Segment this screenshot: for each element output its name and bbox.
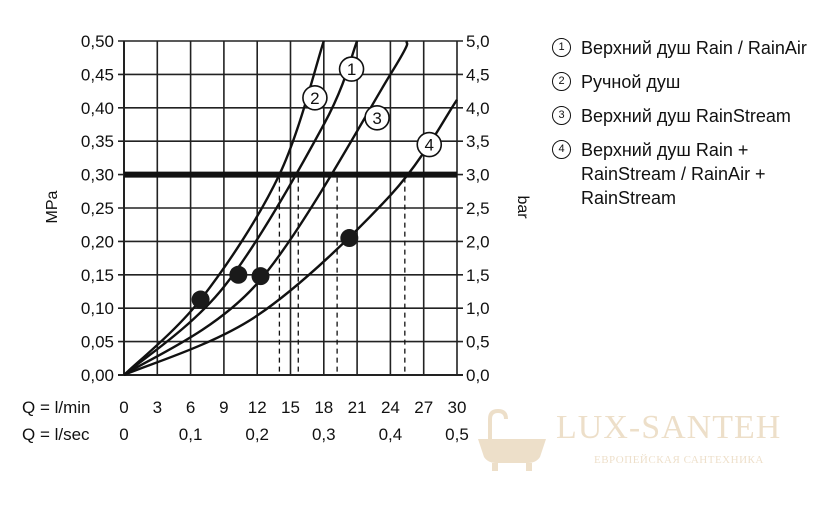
series-badge-4 xyxy=(416,131,443,158)
series-point-2 xyxy=(191,290,210,309)
x-primary-tick-label: 12 xyxy=(248,398,267,417)
series-badge-2 xyxy=(302,84,328,111)
chart-tick-labels: 0,000,050,100,150,200,250,300,350,400,45… xyxy=(81,32,490,444)
legend-label-4: Верхний душ Rain + RainStream / RainAir … xyxy=(581,140,766,208)
series-point-3 xyxy=(251,267,270,286)
left-tick-label: 0,50 xyxy=(81,32,114,51)
x-primary-tick-label: 27 xyxy=(414,398,433,417)
legend-item-1: 1 Верхний душ Rain / RainAir xyxy=(552,36,822,60)
legend-marker-2: 2 xyxy=(552,72,571,91)
left-tick-label: 0,15 xyxy=(81,266,114,285)
series-label-3: 3 xyxy=(372,109,381,128)
left-tick-label: 0,10 xyxy=(81,299,114,318)
x-primary-tick-label: 24 xyxy=(381,398,400,417)
watermark: LUX-SANTEH ЕВРОПЕЙСКАЯ САНТЕХНИКА xyxy=(470,405,830,475)
series-point-1 xyxy=(229,265,248,284)
chart-legend: 1 Верхний душ Rain / RainAir 2 Ручной ду… xyxy=(552,36,822,220)
right-tick-label: 1,5 xyxy=(466,266,490,285)
x-primary-tick-label: 15 xyxy=(281,398,300,417)
x-secondary-tick-label: 0 xyxy=(119,425,128,444)
x-axis-secondary-title: Q = l/sec xyxy=(22,425,90,444)
left-tick-label: 0,30 xyxy=(81,166,114,185)
right-tick-label: 3,5 xyxy=(466,132,490,151)
right-tick-label: 0,0 xyxy=(466,366,490,385)
legend-marker-3: 3 xyxy=(552,106,571,125)
right-tick-label: 3,0 xyxy=(466,166,490,185)
left-tick-label: 0,40 xyxy=(81,99,114,118)
series-label-1: 1 xyxy=(347,60,356,79)
x-primary-tick-label: 6 xyxy=(186,398,195,417)
legend-marker-4: 4 xyxy=(552,140,571,159)
right-tick-label: 1,0 xyxy=(466,299,490,318)
legend-marker-1: 1 xyxy=(552,38,571,57)
x-axis-primary-title: Q = l/min xyxy=(22,398,91,417)
chart-curves: 1 2 3 4 xyxy=(123,40,458,377)
series-badge-3 xyxy=(364,105,390,131)
right-tick-label: 4,0 xyxy=(466,99,490,118)
x-secondary-tick-label: 0,5 xyxy=(445,425,469,444)
x-primary-tick-label: 0 xyxy=(119,398,128,417)
x-secondary-tick-label: 0,2 xyxy=(245,425,269,444)
x-primary-tick-label: 9 xyxy=(219,398,228,417)
x-secondary-tick-label: 0,3 xyxy=(312,425,336,444)
right-tick-label: 0,5 xyxy=(466,333,490,352)
right-tick-label: 2,5 xyxy=(466,199,490,218)
series-label-2: 2 xyxy=(310,89,319,108)
left-tick-label: 0,20 xyxy=(81,232,114,251)
x-primary-tick-label: 21 xyxy=(348,398,367,417)
left-tick-label: 0,00 xyxy=(81,366,114,385)
bathtub-logo-icon xyxy=(478,408,546,471)
x-secondary-tick-label: 0,4 xyxy=(379,425,403,444)
x-primary-tick-label: 3 xyxy=(153,398,162,417)
watermark-brand: LUX-SANTEH xyxy=(556,409,782,446)
series-line-1 xyxy=(123,40,359,376)
watermark-tagline: ЕВРОПЕЙСКАЯ САНТЕХНИКА xyxy=(594,454,764,466)
legend-label-2: Ручной душ xyxy=(581,72,681,92)
left-tick-label: 0,45 xyxy=(81,65,114,84)
legend-label-1: Верхний душ Rain / RainAir xyxy=(581,38,807,58)
legend-item-2: 2 Ручной душ xyxy=(552,70,822,94)
series-point-4 xyxy=(340,229,359,248)
legend-label-3: Верхний душ RainStream xyxy=(581,106,791,126)
right-tick-label: 5,0 xyxy=(466,32,490,51)
legend-item-3: 3 Верхний душ RainStream xyxy=(552,104,822,128)
left-axis-title: MPa xyxy=(44,190,61,223)
chart-grid xyxy=(118,40,463,376)
series-badge-1 xyxy=(338,56,365,82)
series-label-4: 4 xyxy=(425,136,434,155)
legend-item-4: 4 Верхний душ Rain + RainStream / RainAi… xyxy=(552,138,822,210)
left-tick-label: 0,05 xyxy=(81,333,114,352)
x-primary-tick-label: 30 xyxy=(448,398,467,417)
right-tick-label: 4,5 xyxy=(466,65,490,84)
x-primary-tick-label: 18 xyxy=(314,398,333,417)
right-tick-label: 2,0 xyxy=(466,232,490,251)
left-tick-label: 0,35 xyxy=(81,132,114,151)
x-secondary-tick-label: 0,1 xyxy=(179,425,203,444)
right-axis-title: bar xyxy=(514,195,531,219)
left-tick-label: 0,25 xyxy=(81,199,114,218)
series-line-3 xyxy=(123,40,409,376)
